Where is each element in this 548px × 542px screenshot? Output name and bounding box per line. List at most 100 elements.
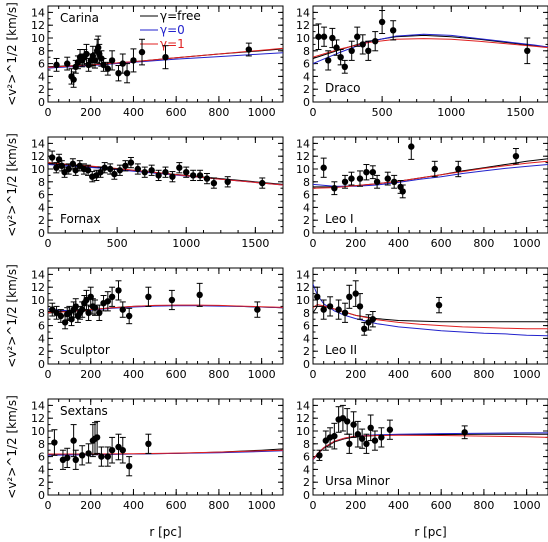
y-tick-label: 8 xyxy=(38,307,45,320)
legend-label-gamma0: γ=0 xyxy=(160,23,185,37)
data-point xyxy=(386,426,394,433)
galaxy-name-fornax: Fornax xyxy=(60,212,101,226)
y-tick-label: 10 xyxy=(31,425,45,438)
galaxy-name-sextans: Sextans xyxy=(60,404,108,418)
x-tick-label: 600 xyxy=(166,499,187,512)
data-point xyxy=(70,76,77,83)
data-point xyxy=(108,293,116,300)
data-point xyxy=(168,296,176,304)
x-tick-label: 800 xyxy=(473,237,494,250)
data-point xyxy=(72,303,79,310)
data-point xyxy=(145,293,152,300)
data-point xyxy=(224,178,231,185)
data-point xyxy=(390,178,398,185)
y-axis-label: <v²>^1/2 [km/s] xyxy=(5,133,19,237)
y-tick-label: 14 xyxy=(296,6,310,19)
y-tick-label: 12 xyxy=(31,19,45,32)
data-point xyxy=(378,18,386,26)
data-point xyxy=(343,418,351,425)
y-tick-label: 8 xyxy=(303,307,310,320)
y-tick-label: 8 xyxy=(38,438,45,451)
galaxy-name-leo-ii: Leo II xyxy=(325,343,357,357)
y-tick-label: 2 xyxy=(38,83,45,96)
y-tick-label: 8 xyxy=(38,45,45,58)
y-tick-label: 2 xyxy=(303,476,310,489)
y-tick-label: 14 xyxy=(31,268,45,281)
data-point xyxy=(431,165,438,173)
data-point xyxy=(348,175,355,182)
data-point xyxy=(341,63,348,70)
x-axis-label: r [pc] xyxy=(149,525,181,539)
x-tick-label: 0 xyxy=(310,106,317,119)
data-point xyxy=(408,143,415,150)
x-tick-label: 800 xyxy=(208,106,229,119)
y-tick-label: 0 xyxy=(303,96,310,109)
data-point xyxy=(100,61,107,69)
data-point xyxy=(65,165,72,173)
data-point xyxy=(145,440,152,447)
x-tick-label: 600 xyxy=(431,499,452,512)
x-tick-label: 400 xyxy=(388,499,409,512)
data-point xyxy=(70,437,77,444)
y-tick-label: 8 xyxy=(38,176,45,189)
data-point xyxy=(111,170,118,178)
y-tick-label: 8 xyxy=(303,176,310,189)
data-point xyxy=(85,450,92,457)
y-axis-label: <v²>^1/2 [km/s] xyxy=(5,2,19,106)
data-point xyxy=(162,169,169,176)
y-tick-label: 4 xyxy=(303,201,310,214)
data-point xyxy=(350,421,357,428)
y-axis-label: <v²>^1/2 [km/s] xyxy=(5,264,19,368)
data-point xyxy=(91,304,99,311)
model-curve-gamma0 xyxy=(313,164,548,187)
data-point xyxy=(435,301,443,309)
data-point xyxy=(64,60,71,67)
x-tick-label: 400 xyxy=(123,368,144,381)
data-point xyxy=(455,165,462,173)
galaxy-name-draco: Draco xyxy=(325,81,360,95)
model-curve-gamma0 xyxy=(313,33,548,65)
data-point xyxy=(399,188,406,195)
data-point xyxy=(72,167,79,174)
data-point xyxy=(346,293,353,300)
data-point xyxy=(363,169,370,176)
data-point xyxy=(354,431,362,438)
y-tick-label: 2 xyxy=(38,214,45,227)
data-point xyxy=(115,70,122,77)
y-tick-label: 10 xyxy=(296,32,310,45)
y-tick-label: 6 xyxy=(38,320,45,333)
model-curve-gamma1 xyxy=(313,38,548,58)
y-tick-label: 10 xyxy=(296,294,310,307)
x-tick-label: 400 xyxy=(388,368,409,381)
data-point xyxy=(162,54,169,61)
data-point xyxy=(315,33,322,40)
x-tick-label: 1000 xyxy=(513,499,541,512)
data-point xyxy=(84,167,92,174)
y-tick-label: 0 xyxy=(303,489,310,502)
x-tick-label: 600 xyxy=(166,368,187,381)
data-point xyxy=(176,164,183,171)
y-tick-label: 14 xyxy=(31,137,45,150)
y-tick-label: 6 xyxy=(38,189,45,202)
data-point xyxy=(69,160,77,168)
data-point xyxy=(245,46,253,53)
data-point xyxy=(83,50,90,58)
data-point xyxy=(316,452,323,459)
data-point xyxy=(389,27,397,34)
data-point xyxy=(320,33,328,40)
x-tick-label: 0 xyxy=(45,499,52,512)
x-tick-label: 600 xyxy=(166,106,187,119)
data-point xyxy=(125,463,133,470)
data-point xyxy=(125,312,133,320)
data-point xyxy=(512,153,520,160)
x-tick-label: 1500 xyxy=(506,106,534,119)
data-point xyxy=(331,432,338,440)
data-point xyxy=(348,47,355,54)
x-tick-label: 1000 xyxy=(248,499,276,512)
